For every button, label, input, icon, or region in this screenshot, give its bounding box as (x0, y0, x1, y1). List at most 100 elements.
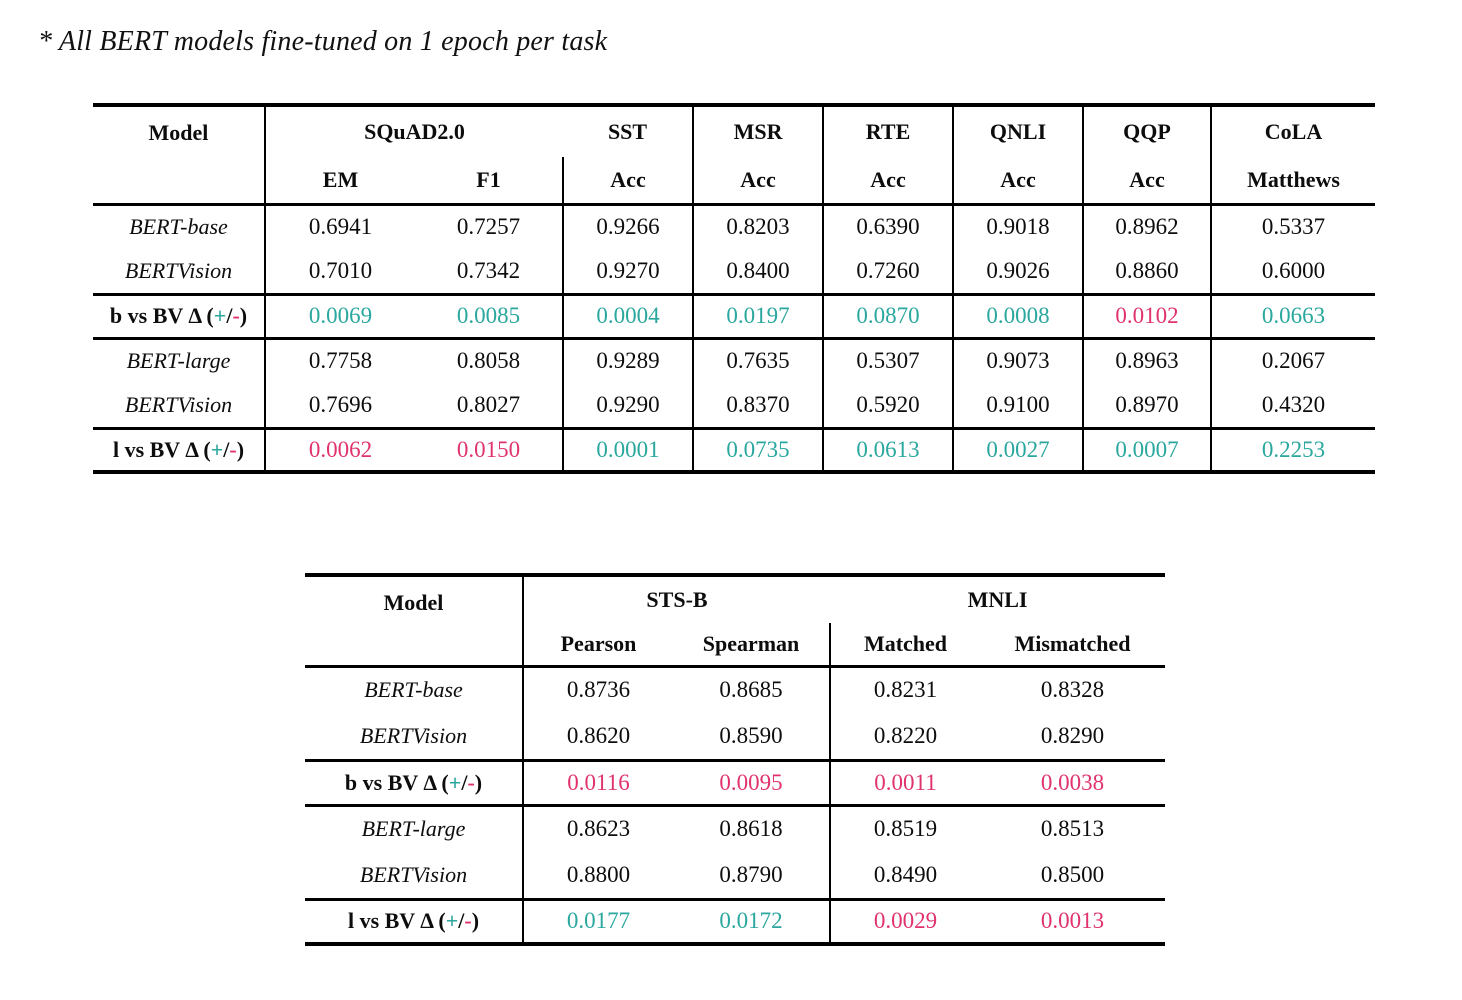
model-name-label: BERTVision (305, 852, 524, 899)
delta-value-cell: 0.0038 (1040, 769, 1105, 795)
column-subheader-spearman: Spearman (673, 623, 831, 666)
metric-value-cell: 0.4320 (1261, 391, 1326, 417)
delta-value-cell: 0.0102 (1083, 294, 1213, 338)
delta-value-cell: 0.0177 (566, 908, 631, 934)
column-group-squad: SQuAD2.0 (364, 119, 465, 144)
delta-value-cell: 0.0735 (693, 428, 825, 472)
metric-value-cell: 0.8790 (673, 852, 831, 899)
delta-value-cell: 0.0004 (563, 294, 695, 338)
metric-value-cell: 0.8290 (1040, 722, 1105, 748)
metric-value-cell: 0.7758 (308, 348, 373, 374)
column-subheader-em: EM (322, 166, 359, 192)
metric-value-cell: 0.8490 (873, 861, 938, 887)
delta-label-part-label_prefix: l vs BV Δ ( (112, 436, 211, 462)
delta-label-part-plus: + (210, 436, 224, 462)
column-group-qnli: QNLI (953, 105, 1085, 157)
delta-row-label: b vs BV Δ (+/-) (305, 760, 524, 805)
model-row: BERTVision 0.7696 0.8027 0.9290 0.8370 0.5920… (93, 383, 1375, 428)
metric-value-cell: 0.6941 (308, 214, 373, 240)
delta-value-cell: 0.0007 (1083, 428, 1213, 472)
metric-value-cell: 0.8618 (673, 805, 831, 852)
column-subheader-matched: Matched (863, 630, 948, 656)
model-name-label: BERT-large (93, 338, 266, 383)
metric-value-cell: 0.9073 (953, 338, 1085, 383)
metric-value-cell: 0.8400 (693, 249, 825, 294)
delta-label-part-label_prefix: b vs BV Δ ( (344, 769, 449, 795)
delta-label-part-plus: + (213, 303, 227, 328)
metric-value-cell: 0.8513 (1040, 816, 1105, 842)
delta-value-cell: 0.0116 (567, 769, 630, 795)
model-rows-section: BERT-large 0.8623 0.8618 0.8519 0.8513 BERTVi… (305, 805, 1166, 899)
delta-row: l vs BV Δ (+/-) 0.0062 0.0150 0.0001 0.0735 0… (93, 428, 1375, 472)
model-row: BERT-base 0.8736 0.8685 0.8231 0.8328 (305, 666, 1165, 713)
column-subheader-f1: F1 (415, 157, 565, 204)
column-group-mnli: MNLI (967, 587, 1028, 612)
metric-value-cell: 0.9026 (953, 249, 1085, 294)
metric-value-cell: 0.8027 (415, 383, 565, 428)
squad-glue-results-table: Model SQuAD2.0 SST MSR RTE QNLI QQP CoLA… (93, 103, 1376, 474)
delta-label-part-label_prefix: l vs BV Δ ( (347, 908, 446, 934)
metric-value-cell: 0.9266 (563, 204, 695, 249)
delta-label-part-slash: / (461, 769, 468, 795)
delta-section: b vs BV Δ (+/-) 0.0069 0.0085 0.0004 0.0197 0… (93, 294, 1376, 338)
metric-value-cell: 0.8370 (693, 383, 825, 428)
column-header-model: Model (93, 105, 266, 204)
delta-label-part-plus: + (445, 908, 459, 934)
delta-row-label: l vs BV Δ (+/-) (93, 428, 266, 472)
metric-value-cell: 0.5307 (823, 338, 955, 383)
column-subheader-qqp-acc: Acc (1083, 157, 1213, 204)
delta-label-part-label_suffix: ) (236, 436, 245, 462)
delta-value-cell: 0.0870 (823, 294, 955, 338)
column-group-sst: SST (563, 105, 695, 157)
model-row: BERT-large 0.8623 0.8618 0.8519 0.8513 (305, 805, 1165, 852)
model-row: BERT-base 0.6941 0.7257 0.9266 0.8203 0.6390 0… (93, 204, 1375, 249)
metric-value-cell: 0.8231 (873, 677, 938, 703)
model-name-label: BERTVision (305, 713, 524, 760)
delta-label-part-slash: / (226, 303, 233, 328)
delta-row: l vs BV Δ (+/-) 0.0177 0.0172 0.0029 0.0013 (305, 899, 1165, 944)
model-row: BERT-large 0.7758 0.8058 0.9289 0.7635 0.5307… (93, 338, 1375, 383)
model-name-label: BERT-base (305, 666, 524, 713)
delta-row: b vs BV Δ (+/-) 0.0069 0.0085 0.0004 0.0197 0… (93, 294, 1375, 338)
model-row: BERTVision 0.8800 0.8790 0.8490 0.8500 (305, 852, 1165, 899)
column-subheader-rte-acc: Acc (823, 157, 955, 204)
metric-value-cell: 0.8220 (873, 722, 938, 748)
metric-value-cell: 0.7696 (308, 391, 373, 417)
delta-section: l vs BV Δ (+/-) 0.0062 0.0150 0.0001 0.0735 0… (93, 428, 1376, 472)
delta-value-cell: 0.0197 (693, 294, 825, 338)
table2-header: Model STS-B MNLI Pearson Spearman Matche… (305, 575, 1165, 666)
model-name-label: BERTVision (93, 249, 266, 294)
metric-value-cell: 0.9290 (563, 383, 695, 428)
metric-value-cell: 0.6390 (823, 204, 955, 249)
delta-value-cell: 0.0062 (308, 436, 373, 462)
delta-label-part-minus: - (464, 908, 472, 934)
delta-section: l vs BV Δ (+/-) 0.0177 0.0172 0.0029 0.0013 (305, 899, 1166, 944)
delta-value-cell: 0.0069 (308, 303, 373, 328)
delta-row: b vs BV Δ (+/-) 0.0116 0.0095 0.0011 0.0038 (305, 760, 1165, 805)
model-name-label: BERT-large (305, 805, 524, 852)
delta-value-cell: 0.2253 (1261, 436, 1326, 462)
metric-value-cell: 0.7342 (415, 249, 565, 294)
delta-value-cell: 0.0013 (1040, 908, 1105, 934)
metric-value-cell: 0.9018 (953, 204, 1085, 249)
delta-value-cell: 0.0663 (1261, 303, 1326, 328)
metric-value-cell: 0.5337 (1261, 214, 1326, 240)
metric-value-cell: 0.8962 (1083, 204, 1213, 249)
metric-value-cell: 0.8058 (415, 338, 565, 383)
metric-value-cell: 0.8623 (566, 816, 631, 842)
column-group-rte: RTE (823, 105, 955, 157)
delta-value-cell: 0.0008 (953, 294, 1085, 338)
delta-value-cell: 0.0150 (415, 428, 565, 472)
delta-label-part-label_suffix: ) (471, 908, 480, 934)
delta-label-part-slash: / (458, 908, 465, 934)
delta-label-part-label_suffix: ) (474, 769, 483, 795)
metric-value-cell: 0.7260 (823, 249, 955, 294)
metric-value-cell: 0.8970 (1083, 383, 1213, 428)
column-group-stsb: STS-B (646, 587, 708, 612)
metric-value-cell: 0.8500 (1040, 861, 1105, 887)
table1-header: Model SQuAD2.0 SST MSR RTE QNLI QQP CoLA… (93, 105, 1375, 204)
delta-value-cell: 0.0085 (415, 294, 565, 338)
metric-value-cell: 0.8860 (1083, 249, 1213, 294)
metric-value-cell: 0.8736 (566, 677, 631, 703)
